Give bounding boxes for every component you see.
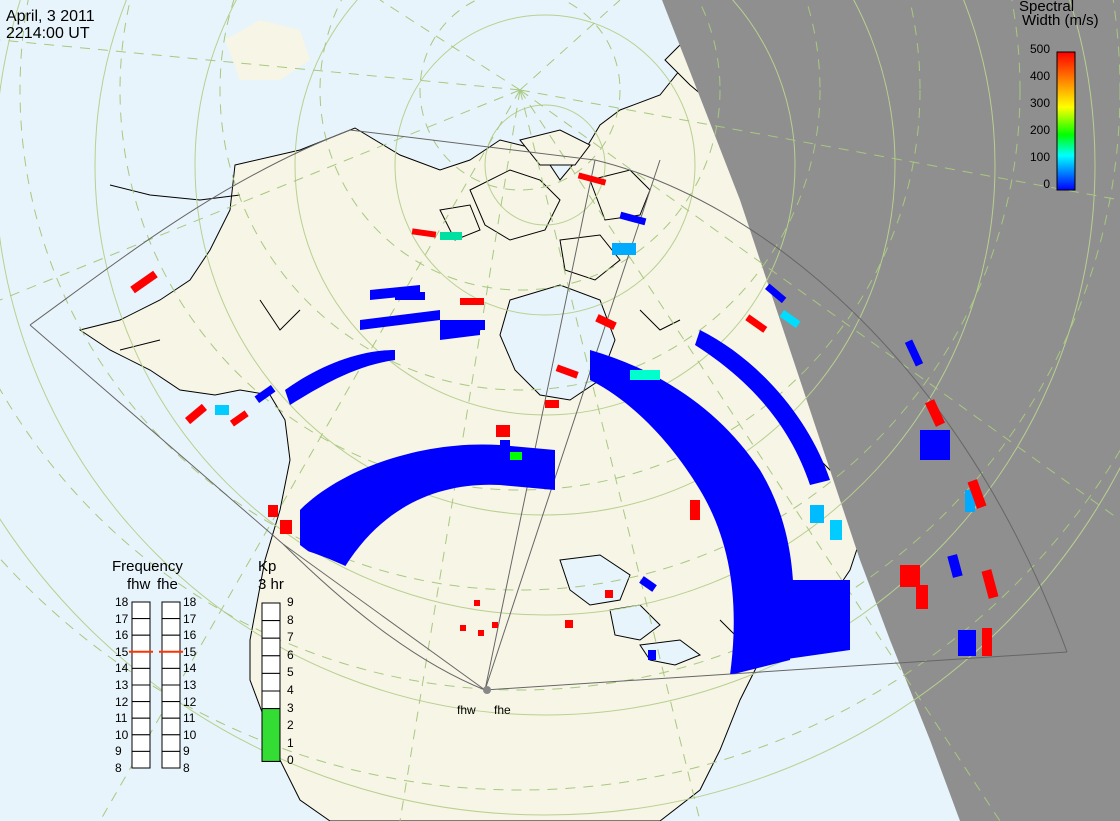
frequency-tick-right: 8 bbox=[183, 761, 190, 775]
fhe-frequency-cell bbox=[161, 651, 181, 669]
frequency-tick-left: 15 bbox=[115, 644, 129, 659]
kp-cell bbox=[261, 602, 281, 622]
fhw-upper-band bbox=[360, 285, 480, 340]
fhe-scatter-band-2 bbox=[695, 330, 830, 485]
frequency-tick-right: 17 bbox=[183, 611, 197, 626]
frequency-tick-left: 16 bbox=[115, 628, 129, 643]
near-range-arc bbox=[282, 543, 486, 691]
frequency-tick-right: 11 bbox=[183, 711, 196, 726]
fhe-scatter-band bbox=[590, 350, 794, 675]
fhe-frequency-cell bbox=[161, 667, 181, 686]
fhe-frequency-cell bbox=[161, 634, 181, 653]
fhw-frequency-cell bbox=[131, 651, 151, 669]
kp-cell bbox=[261, 637, 281, 657]
frequency-panel-grid bbox=[129, 601, 183, 769]
kp-tick: 8 bbox=[287, 612, 294, 627]
frequency-tick-left: 12 bbox=[115, 694, 129, 709]
fhw-frequency-cell bbox=[131, 717, 151, 736]
kp-tick: 4 bbox=[287, 683, 294, 697]
frequency-tick-right: 16 bbox=[183, 628, 197, 643]
fhw-frequency-cell bbox=[131, 667, 151, 686]
fhw-frequency-cell bbox=[131, 750, 151, 769]
fhw-frequency-cell bbox=[131, 618, 151, 636]
kp-tick: 5 bbox=[287, 665, 294, 680]
frequency-tick-left: 10 bbox=[115, 727, 129, 742]
fhe-frequency-cell bbox=[161, 684, 181, 703]
frequency-tick-right: 9 bbox=[183, 744, 190, 759]
fhe-frequency-cell bbox=[161, 601, 181, 620]
frequency-tick-right: 13 bbox=[183, 678, 197, 692]
frequency-tick-left: 11 bbox=[115, 711, 128, 726]
arctic-islands bbox=[439, 129, 651, 281]
fhw-frequency-cell bbox=[131, 601, 151, 620]
frequency-radar-b: fhe bbox=[157, 576, 178, 593]
fhe-east-block bbox=[780, 580, 850, 660]
colorbar-tick-0: 0 bbox=[1043, 177, 1050, 191]
fhe-frequency-cell bbox=[161, 618, 181, 636]
kp-level-bar bbox=[261, 708, 281, 762]
fhw-frequency-cell bbox=[131, 684, 151, 703]
spectral-width-colorbar bbox=[1056, 51, 1076, 191]
radar-site bbox=[483, 686, 491, 694]
frequency-radar-a: fhw bbox=[127, 576, 151, 593]
fhe-frequency-cell bbox=[161, 750, 181, 769]
frequency-tick-right: 15 bbox=[183, 644, 197, 659]
colorbar-tick-500: 500 bbox=[1029, 42, 1050, 56]
kp-tick: 0 bbox=[287, 753, 294, 768]
frequency-tick-right: 14 bbox=[183, 661, 197, 676]
kp-subtitle: 3 hr bbox=[258, 576, 284, 593]
kp-tick: 6 bbox=[287, 647, 294, 662]
radar-label-fhw: fhw bbox=[457, 703, 476, 717]
arctic-island-nw bbox=[225, 20, 310, 80]
kp-tick: 3 bbox=[287, 700, 294, 715]
frequency-tick-left: 9 bbox=[115, 744, 122, 759]
kp-tick: 1 bbox=[287, 735, 294, 750]
frequency-tick-left: 13 bbox=[115, 678, 129, 692]
kp-panel-grid bbox=[261, 602, 281, 762]
frequency-tick-left: 17 bbox=[115, 611, 129, 626]
frequency-tick-right: 18 bbox=[183, 595, 197, 609]
kp-cell bbox=[261, 655, 281, 674]
colorbar-tick-400: 400 bbox=[1029, 69, 1050, 83]
colorbar-tick-200: 200 bbox=[1029, 123, 1050, 137]
map-date: April, 3 2011 bbox=[6, 8, 95, 25]
night-region bbox=[662, 0, 1120, 821]
colorbar-title-line2: Width (m/s) bbox=[1022, 12, 1099, 29]
kp-tick: 7 bbox=[287, 630, 294, 645]
fhw-frequency-cell bbox=[131, 634, 151, 653]
radar-label-fhe: fhe bbox=[494, 703, 511, 717]
kp-title: Kp bbox=[258, 558, 277, 575]
kp-tick: 9 bbox=[287, 595, 294, 609]
kp-tick: 2 bbox=[287, 718, 294, 733]
colorbar-tick-300: 300 bbox=[1029, 96, 1050, 110]
frequency-title: Frequency bbox=[112, 558, 183, 575]
scatter-data bbox=[130, 137, 999, 675]
map-time: 2214:00 UT bbox=[6, 25, 90, 42]
frequency-tick-left: 8 bbox=[115, 761, 122, 775]
fhw-frequency-cell bbox=[131, 734, 151, 752]
fhw-frequency-cell bbox=[131, 701, 151, 719]
frequency-tick-right: 10 bbox=[183, 727, 197, 742]
fhe-frequency-cell bbox=[161, 701, 181, 719]
colorbar-tick-100: 100 bbox=[1029, 150, 1050, 164]
kp-cell bbox=[261, 620, 281, 639]
fhw-scatter-band bbox=[300, 444, 555, 575]
fhe-frequency-cell bbox=[161, 717, 181, 736]
kp-cell bbox=[261, 690, 281, 710]
fhe-frequency-cell bbox=[161, 734, 181, 752]
fov-outlines bbox=[29, 129, 1068, 691]
frequency-tick-right: 12 bbox=[183, 694, 197, 709]
fhw-scatter-band-2 bbox=[285, 350, 395, 405]
frequency-tick-left: 18 bbox=[115, 595, 129, 609]
colorbar-title-line1: Spectral bbox=[1019, 0, 1075, 15]
frequency-tick-left: 14 bbox=[115, 661, 129, 676]
kp-cell bbox=[261, 672, 281, 692]
